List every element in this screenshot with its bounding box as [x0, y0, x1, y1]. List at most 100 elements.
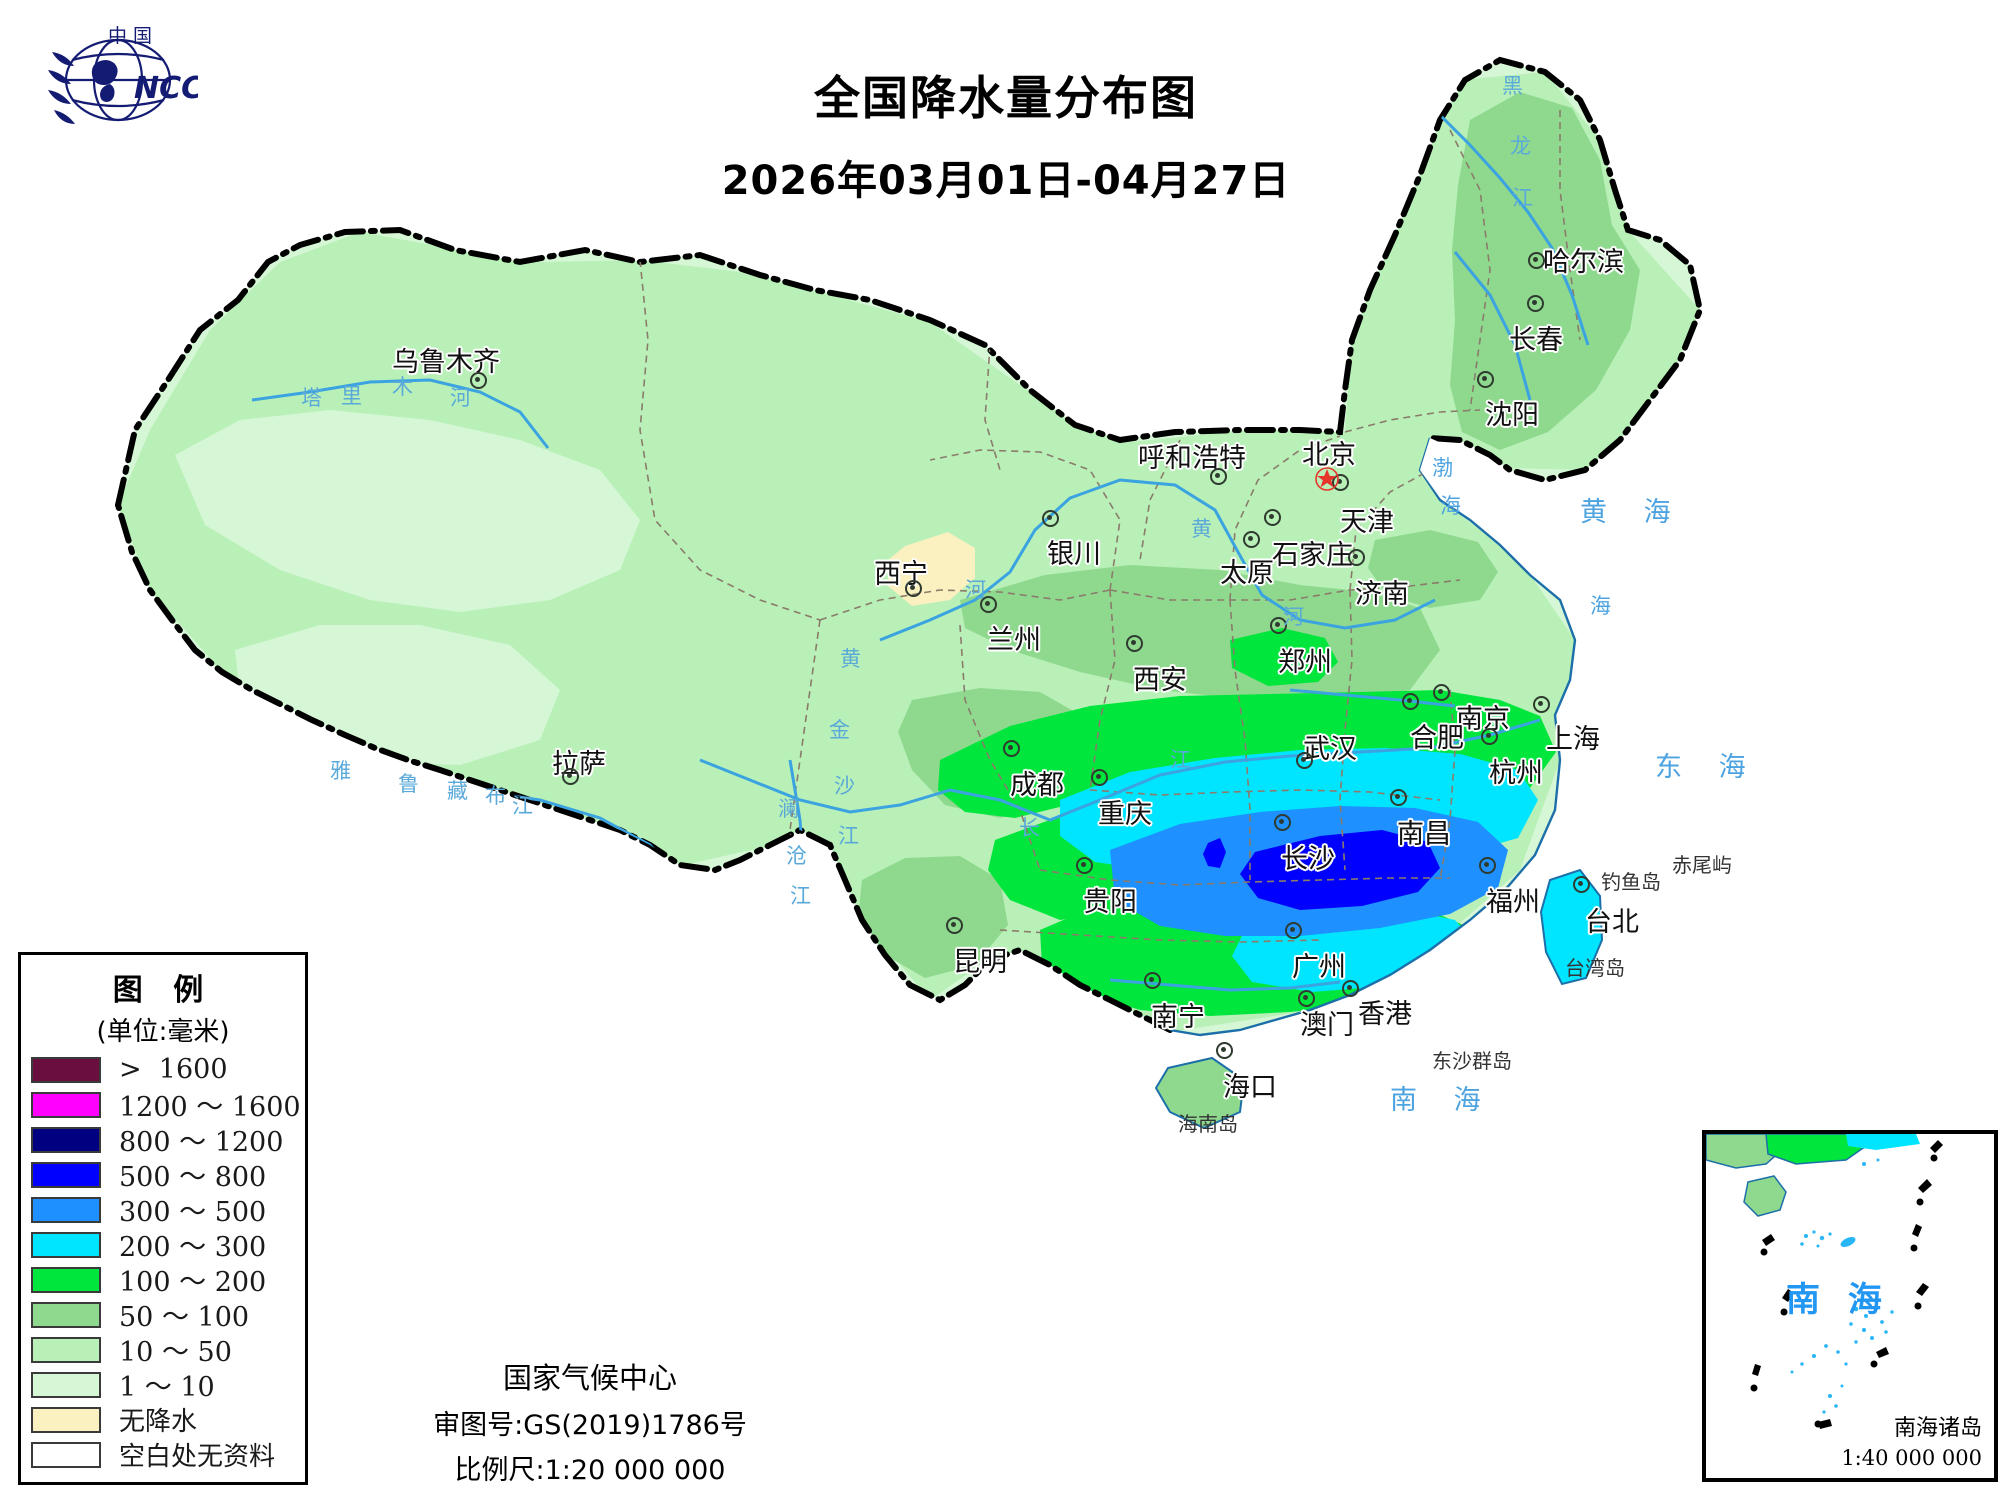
legend-rows: > 1600 1200 ～ 1600 800 ～ 1200 500 ～ 800 300 … — [31, 1052, 301, 1472]
legend-label: 空白处无资料 — [119, 1442, 276, 1472]
city-marker-icon — [905, 580, 922, 597]
legend-label: 50 ～ 100 — [119, 1302, 250, 1333]
inset-nine-dash-line — [1750, 1140, 1943, 1429]
legend-label: 1200 ～ 1600 — [119, 1092, 301, 1123]
band-50-100-northeast — [1450, 92, 1640, 450]
city-marker-icon — [1528, 252, 1545, 269]
inset-scale-label: 1:40 000 000 — [1841, 1446, 1982, 1470]
legend-row: 1200 ～ 1600 — [31, 1087, 301, 1123]
credit-organization: 国家气候中心 — [502, 1361, 677, 1395]
page-title: 全国降水量分布图 — [814, 71, 1198, 125]
legend-label: 500 ～ 800 — [119, 1162, 267, 1193]
band-500-800-spot — [1203, 838, 1226, 868]
legend-title: 图 例 — [112, 973, 214, 1008]
city-marker-icon — [1332, 474, 1349, 491]
legend-swatch — [31, 1161, 101, 1188]
legend-swatch — [31, 1336, 101, 1363]
legend-swatch — [31, 1196, 101, 1223]
legend-row: 300 ～ 500 — [31, 1192, 295, 1228]
legend-swatch — [31, 1056, 101, 1083]
inset-coast-cyan — [1846, 1134, 1920, 1150]
legend-row: 10 ～ 50 — [31, 1332, 295, 1368]
legend-label: > 1600 — [119, 1054, 228, 1085]
coastline — [1169, 437, 1577, 1037]
legend-row: 800 ～ 1200 — [31, 1122, 295, 1158]
city-marker-icon — [1573, 876, 1590, 893]
city-marker-icon — [1479, 857, 1496, 874]
inset-hainan — [1743, 1175, 1787, 1217]
city-marker-icon — [1481, 728, 1498, 745]
national-border — [115, 56, 1704, 508]
city-marker-icon — [1216, 1042, 1233, 1059]
city-marker-icon — [1298, 990, 1315, 1007]
legend-row: > 1600 — [31, 1052, 295, 1087]
legend-swatch — [31, 1266, 101, 1293]
city-marker-icon — [1210, 468, 1227, 485]
province-boundaries — [639, 110, 1581, 943]
city-marker-icon — [562, 768, 579, 785]
city-marker-icon — [1126, 635, 1143, 652]
inset-guangdong — [1765, 1134, 1868, 1165]
legend-swatch — [31, 1091, 101, 1118]
city-marker-icon — [1390, 789, 1407, 806]
legend-swatch — [31, 1126, 101, 1153]
band-500-800-core — [1240, 830, 1440, 910]
legend-label: 无降水 — [119, 1407, 198, 1437]
city-marker-icon — [946, 917, 963, 934]
legend-row: 无降水 — [31, 1402, 295, 1437]
inset-sea-label: 南 海 — [1786, 1280, 1890, 1320]
band-100-200-shaanxi — [1230, 628, 1338, 686]
legend-row: 500 ～ 800 — [31, 1157, 295, 1193]
legend-swatch — [31, 1406, 101, 1433]
legend-label: 1 ～ 10 — [119, 1372, 215, 1403]
city-marker-icon — [980, 596, 997, 613]
south-china-sea-inset: 南 海 南海诸岛 1:40 000 000 — [1702, 1130, 1998, 1482]
city-marker-icon — [1274, 814, 1291, 831]
legend-label: 800 ～ 1200 — [119, 1127, 284, 1158]
credits-block: 国家气候中心 审图号:GS(2019)1786号 比例尺:1:20 000 00… — [330, 1355, 850, 1487]
city-marker-icon — [1264, 509, 1281, 526]
page-subtitle: 2026年03月01日-04月27日 — [721, 158, 1291, 204]
legend-swatch — [31, 1301, 101, 1328]
city-marker-icon — [1402, 693, 1419, 710]
band-50-100-yunnan — [858, 856, 1008, 978]
logo-top-text: 中 国 — [108, 25, 152, 47]
city-marker-icon — [1433, 684, 1450, 701]
credit-approval-number: 审图号:GS(2019)1786号 — [433, 1410, 747, 1441]
legend-swatch — [31, 1231, 101, 1258]
band-50-100-shandong — [1368, 530, 1498, 608]
city-marker-icon — [1296, 752, 1313, 769]
bohai-bay — [1420, 438, 1500, 500]
city-marker-icon — [1042, 510, 1059, 527]
city-marker-icon — [1091, 769, 1108, 786]
band-1-10-xinjiang — [175, 410, 640, 612]
logo-acronym: NCC — [134, 71, 198, 106]
city-marker-icon — [1527, 295, 1544, 312]
legend-label: 200 ～ 300 — [119, 1232, 267, 1263]
city-marker-icon — [1533, 696, 1550, 713]
city-marker-icon — [1144, 972, 1161, 989]
city-marker-icon — [1342, 980, 1359, 997]
city-marker-icon — [1348, 549, 1365, 566]
city-marker-icon — [1285, 922, 1302, 939]
legend-panel: 图 例 (单位:毫米) > 1600 1200 ～ 1600 800 ～ 1200 5… — [18, 952, 308, 1485]
hainan-island — [1154, 1056, 1246, 1130]
capital-star-icon — [1314, 466, 1340, 492]
inset-mainland — [1706, 1134, 1786, 1169]
legend-unit: (单位:毫米) — [96, 1017, 230, 1047]
legend-row: 200 ～ 300 — [31, 1227, 295, 1263]
legend-swatch — [31, 1371, 101, 1398]
inset-islands — [1790, 1158, 1894, 1414]
legend-row: 1 ～ 10 — [31, 1367, 295, 1403]
city-marker-icon — [1270, 617, 1287, 634]
city-marker-icon — [1477, 371, 1494, 388]
legend-swatch — [31, 1441, 101, 1468]
credit-scale: 比例尺:1:20 000 000 — [454, 1455, 726, 1486]
city-marker-icon — [1076, 857, 1093, 874]
legend-label: 100 ～ 200 — [119, 1267, 267, 1298]
city-marker-icon — [1243, 531, 1260, 548]
legend-label: 10 ～ 50 — [119, 1337, 232, 1368]
ncc-logo: 中 国 NCC — [38, 18, 198, 128]
